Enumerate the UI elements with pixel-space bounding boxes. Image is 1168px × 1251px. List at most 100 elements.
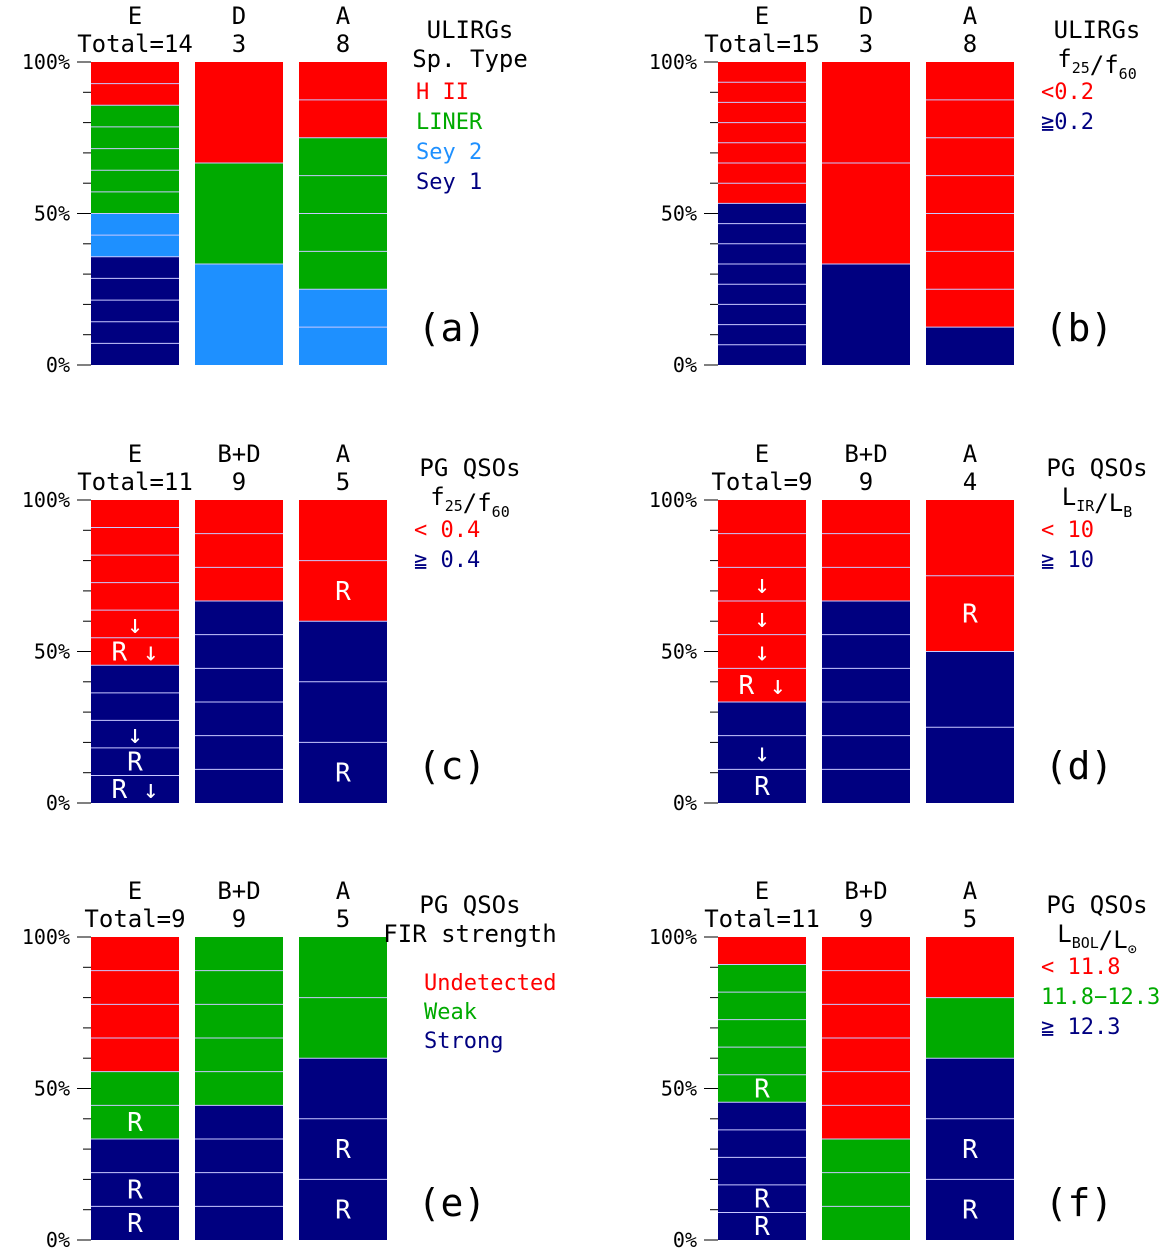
legend-entry: Strong (424, 1029, 503, 1054)
legend-entry: <0.2 (1041, 80, 1094, 105)
bar-segment (195, 937, 283, 1106)
y-tick-label: 0% (46, 1228, 70, 1251)
bar-segment (195, 62, 283, 163)
total-label: 5 (336, 905, 350, 933)
y-tick-label: 100% (22, 925, 70, 949)
category-label: E (755, 2, 769, 30)
panel-subtitle: FIR strength (383, 920, 556, 948)
y-tick-label: 50% (34, 640, 70, 664)
bar-segment (91, 256, 179, 365)
total-label: Total=14 (77, 30, 193, 58)
bar-segment (822, 1139, 910, 1240)
legend-entry: Undetected (424, 971, 556, 996)
bar-marker: ↓ (754, 604, 770, 634)
bar-segment (926, 327, 1014, 365)
total-label: 4 (963, 468, 977, 496)
panel-title: PG QSOs (419, 454, 520, 482)
category-label: A (336, 2, 351, 30)
bar-marker: ↓ (127, 610, 143, 640)
bar-marker: R (962, 1196, 978, 1226)
panel-title: PG QSOs (419, 891, 520, 919)
total-label: Total=9 (84, 905, 185, 933)
panel-tag: (a) (418, 306, 487, 350)
category-label: E (128, 440, 142, 468)
legend-entry: < 11.8 (1041, 955, 1120, 980)
bar-marker: R (127, 1176, 143, 1206)
y-tick-label: 100% (649, 50, 697, 74)
legend-entry: LINER (416, 110, 483, 135)
bar-marker: R (127, 1209, 143, 1239)
panel-subtitle: LBOL/L⊙ (1057, 920, 1136, 958)
category-label: D (232, 2, 246, 30)
category-label: E (128, 877, 142, 905)
y-tick-label: 0% (673, 1228, 697, 1251)
bar-marker: R (127, 748, 143, 778)
panel-subtitle: Sp. Type (412, 45, 528, 73)
bar-marker: ↓ (754, 638, 770, 668)
bar-marker: R (754, 1185, 770, 1215)
bar-segment (926, 937, 1014, 998)
category-label: A (963, 877, 978, 905)
total-label: Total=11 (704, 905, 820, 933)
total-label: 3 (859, 30, 873, 58)
legend-entry: ≧ 12.3 (1041, 1015, 1120, 1040)
bar-segment (718, 702, 806, 803)
bar-marker: ↓ (127, 720, 143, 750)
category-label: A (336, 440, 351, 468)
bar-segment (926, 1058, 1014, 1240)
category-label: B+D (844, 877, 887, 905)
total-label: 9 (232, 905, 246, 933)
bar-segment (718, 62, 806, 204)
legend-entry: ≧ 10 (1041, 548, 1094, 573)
category-label: A (963, 440, 978, 468)
bar-marker: R (962, 1135, 978, 1165)
total-label: Total=9 (711, 468, 812, 496)
panel-tag: (d) (1045, 744, 1114, 788)
panel-subtitle: f25/f60 (1057, 45, 1136, 83)
y-tick-label: 0% (46, 791, 70, 815)
category-label: A (963, 2, 978, 30)
legend-entry: H II (416, 80, 469, 105)
y-tick-label: 50% (34, 202, 70, 226)
y-tick-label: 50% (34, 1077, 70, 1101)
total-label: 9 (859, 468, 873, 496)
bar-segment (926, 62, 1014, 328)
y-tick-label: 100% (22, 50, 70, 74)
panel-tag: (e) (418, 1181, 487, 1225)
bar-segment (299, 1058, 387, 1240)
bar-segment (718, 1102, 806, 1240)
total-label: 8 (336, 30, 350, 58)
panel-title: ULIRGs (1054, 16, 1141, 44)
bar-segment (91, 1139, 179, 1240)
total-label: 9 (232, 468, 246, 496)
legend-entry: < 10 (1041, 518, 1094, 543)
bar-marker: R ↓ (112, 638, 159, 668)
panel-subtitle: LIR/LB (1062, 483, 1132, 521)
y-tick-label: 100% (649, 488, 697, 512)
category-label: E (755, 440, 769, 468)
category-label: E (128, 2, 142, 30)
total-label: 5 (336, 468, 350, 496)
bar-marker: R (335, 759, 351, 789)
y-tick-label: 100% (649, 925, 697, 949)
total-label: 3 (232, 30, 246, 58)
y-tick-label: 0% (673, 791, 697, 815)
bar-marker: ↓ (754, 739, 770, 769)
bar-segment (91, 665, 179, 803)
category-label: E (755, 877, 769, 905)
category-label: A (336, 877, 351, 905)
bar-segment (822, 500, 910, 601)
bar-marker: ↓ (754, 570, 770, 600)
bar-marker: R (335, 577, 351, 607)
total-label: 9 (859, 905, 873, 933)
panel-title: ULIRGs (427, 16, 514, 44)
panel-subtitle: f25/f60 (430, 483, 509, 521)
bar-segment (195, 500, 283, 601)
